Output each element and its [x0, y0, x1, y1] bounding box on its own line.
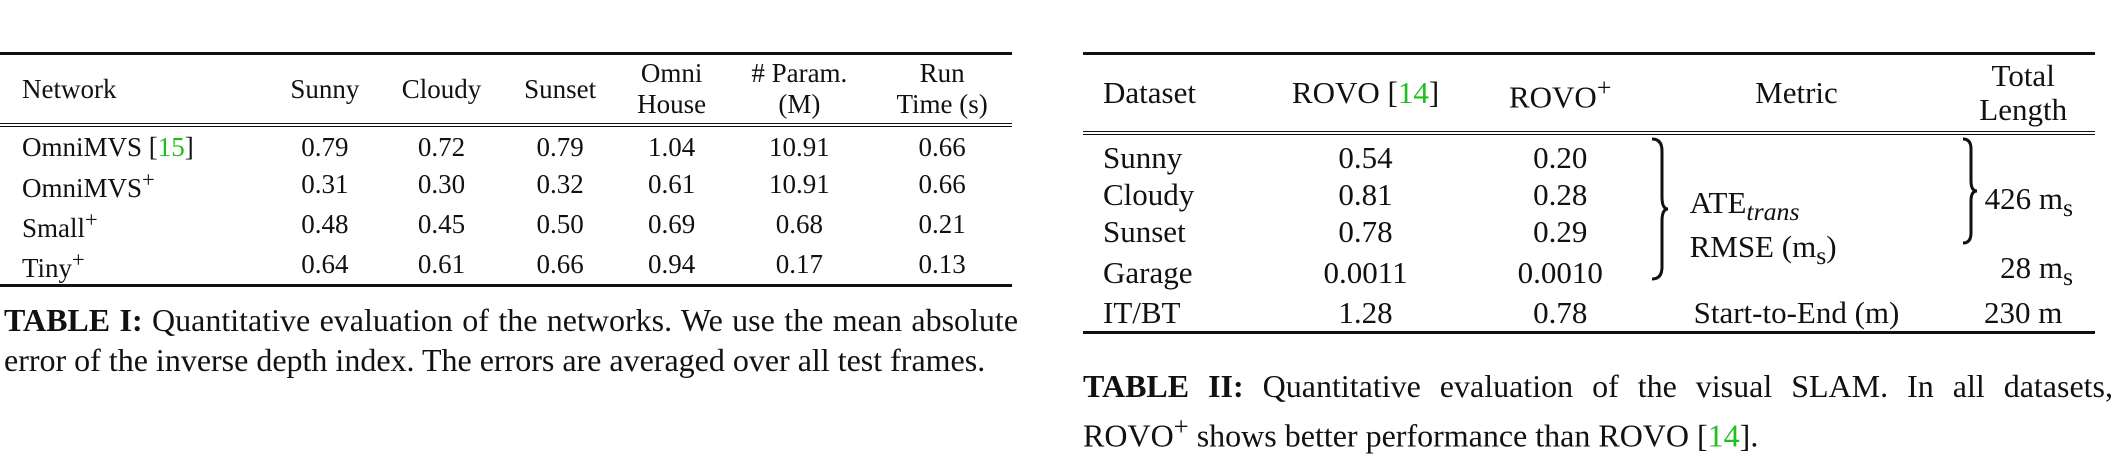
metric-itbt: Start-to-End (m) [1641, 294, 1952, 335]
cell-sunny: 0.31 [301, 168, 349, 199]
table-networks: Network Sunny Cloudy Sunset Omni House # … [0, 52, 1012, 287]
length-garage: 28 ms [2000, 250, 2073, 292]
cell-dataset: Sunset [1103, 214, 1186, 249]
length-itbt: 230 m [1951, 294, 2095, 335]
cell-rovo-plus: 0.29 [1533, 214, 1588, 249]
header-rovo-plus: ROVO+ [1478, 53, 1642, 135]
right-brace-icon [1963, 137, 1978, 245]
cell-runtime: 0.21 [918, 208, 966, 239]
cell-param: 0.17 [726, 244, 873, 287]
cell-rovo-plus: 0.28 [1533, 177, 1588, 212]
cell-dataset: Sunny [1103, 140, 1183, 175]
table-row: IT/BT 1.28 0.78 Start-to-End (m) 230 m [1083, 294, 2095, 335]
cell-rovo-plus: 0.78 [1478, 294, 1642, 335]
cell-cloudy: 0.72 [417, 132, 466, 162]
cell-rovo: 0.0011 [1323, 254, 1408, 290]
cell-network: Small+ [22, 207, 98, 243]
header-network: Network [0, 53, 271, 127]
header-sunset: Sunset [503, 53, 617, 127]
cell-network: OmniMVS+ [22, 167, 155, 203]
cell-param: 0.68 [775, 208, 823, 239]
header-total-length: Total Length [1951, 53, 2095, 135]
cell-omni: 0.61 [647, 168, 696, 199]
cell-rovo: 0.54 [1338, 140, 1393, 175]
cell-rovo: 0.81 [1338, 177, 1393, 212]
cell-cloudy: 0.61 [379, 244, 504, 287]
cell-omni: 0.94 [616, 244, 727, 287]
header-runtime: Run Time (s) [872, 53, 1012, 127]
caption-text-cont: shows better performance than ROVO [1196, 417, 1690, 454]
cell-param: 10.91 [768, 132, 830, 162]
cell-runtime: 0.13 [872, 244, 1012, 287]
cell-rovo-plus: 0.20 [1533, 140, 1588, 175]
table-row: OmniMVS+ 0.31 0.30 0.32 0.61 10.91 0.66 [0, 164, 1012, 204]
table-row: Sunny 0.54 0.20 ATEtrans RMSE (ms) [1083, 133, 2095, 281]
header-dataset: Dataset [1083, 53, 1253, 135]
metric-label: ATEtrans RMSE (ms) [1689, 185, 1837, 271]
header-sunny: Sunny [270, 53, 380, 127]
table-slam: Dataset ROVO [14] ROVO+ Metric Total Leng… [1083, 52, 2095, 335]
table-row: Cloudy 0.81 0.28 [1083, 176, 2095, 213]
cell-rovo-plus: 0.0010 [1517, 254, 1603, 290]
cell-omni: 1.04 [647, 132, 696, 162]
table1-caption: TABLE I: Quantitative evaluation of the … [4, 300, 1018, 380]
cell-network: Tiny+ [0, 244, 271, 287]
header-cloudy: Cloudy [379, 53, 504, 127]
cell-cloudy: 0.45 [417, 208, 466, 239]
caption-label: TABLE II: [1083, 368, 1244, 404]
cell-network: OmniMVS [15] [22, 132, 194, 162]
cell-sunset: 0.50 [536, 208, 584, 239]
cell-sunny: 0.48 [301, 208, 349, 239]
cell-cloudy: 0.30 [417, 168, 466, 199]
cell-sunny: 0.79 [301, 132, 349, 162]
header-metric: Metric [1641, 53, 1952, 135]
citation-link[interactable]: 15 [157, 132, 185, 162]
cell-sunset: 0.79 [536, 132, 584, 162]
citation-link[interactable]: 14 [1397, 75, 1429, 110]
cell-omni: 0.69 [647, 208, 696, 239]
caption-text: Quantitative evaluation of the visual SL… [1083, 368, 2113, 454]
cell-rovo: 0.78 [1338, 214, 1393, 249]
cell-sunny: 0.64 [270, 244, 380, 287]
caption-text: Quantitative evaluation of the networks.… [4, 302, 1019, 378]
cell-runtime: 0.66 [918, 168, 966, 199]
cell-dataset: IT/BT [1083, 294, 1253, 335]
table-row: OmniMVS [15] 0.79 0.72 0.79 1.04 10.91 0… [0, 125, 1012, 164]
citation-link[interactable]: 14 [1707, 417, 1740, 454]
length-outdoor-group: 426 ms [1951, 133, 2095, 250]
metric-group: ATEtrans RMSE (ms) [1642, 133, 1952, 294]
table-row: Garage 0.0011 0.0010 28 ms [1083, 250, 2095, 294]
cell-rovo: 1.28 [1252, 294, 1479, 335]
cell-sunset: 0.32 [536, 168, 584, 199]
cell-runtime: 0.66 [918, 132, 966, 162]
header-param: # Param. (M) [726, 53, 873, 127]
header-omni-house: Omni House [616, 53, 727, 127]
table-row: Sunset 0.78 0.29 [1083, 213, 2095, 250]
cell-dataset: Cloudy [1103, 177, 1195, 212]
length-outdoor: 426 ms [1984, 181, 2073, 223]
cell-param: 10.91 [768, 168, 830, 199]
cell-dataset: Garage [1103, 254, 1193, 290]
table-row: Tiny+ 0.64 0.61 0.66 0.94 0.17 0.13 [0, 244, 1012, 287]
caption-label: TABLE I: [4, 302, 143, 338]
left-brace-icon [1651, 137, 1668, 281]
cell-sunset: 0.66 [503, 244, 617, 287]
table2-caption: TABLE II: Quantitative evaluation of the… [1083, 368, 2113, 454]
table-row: Small+ 0.48 0.45 0.50 0.69 0.68 0.21 [0, 204, 1012, 244]
header-rovo: ROVO [14] [1252, 53, 1479, 135]
